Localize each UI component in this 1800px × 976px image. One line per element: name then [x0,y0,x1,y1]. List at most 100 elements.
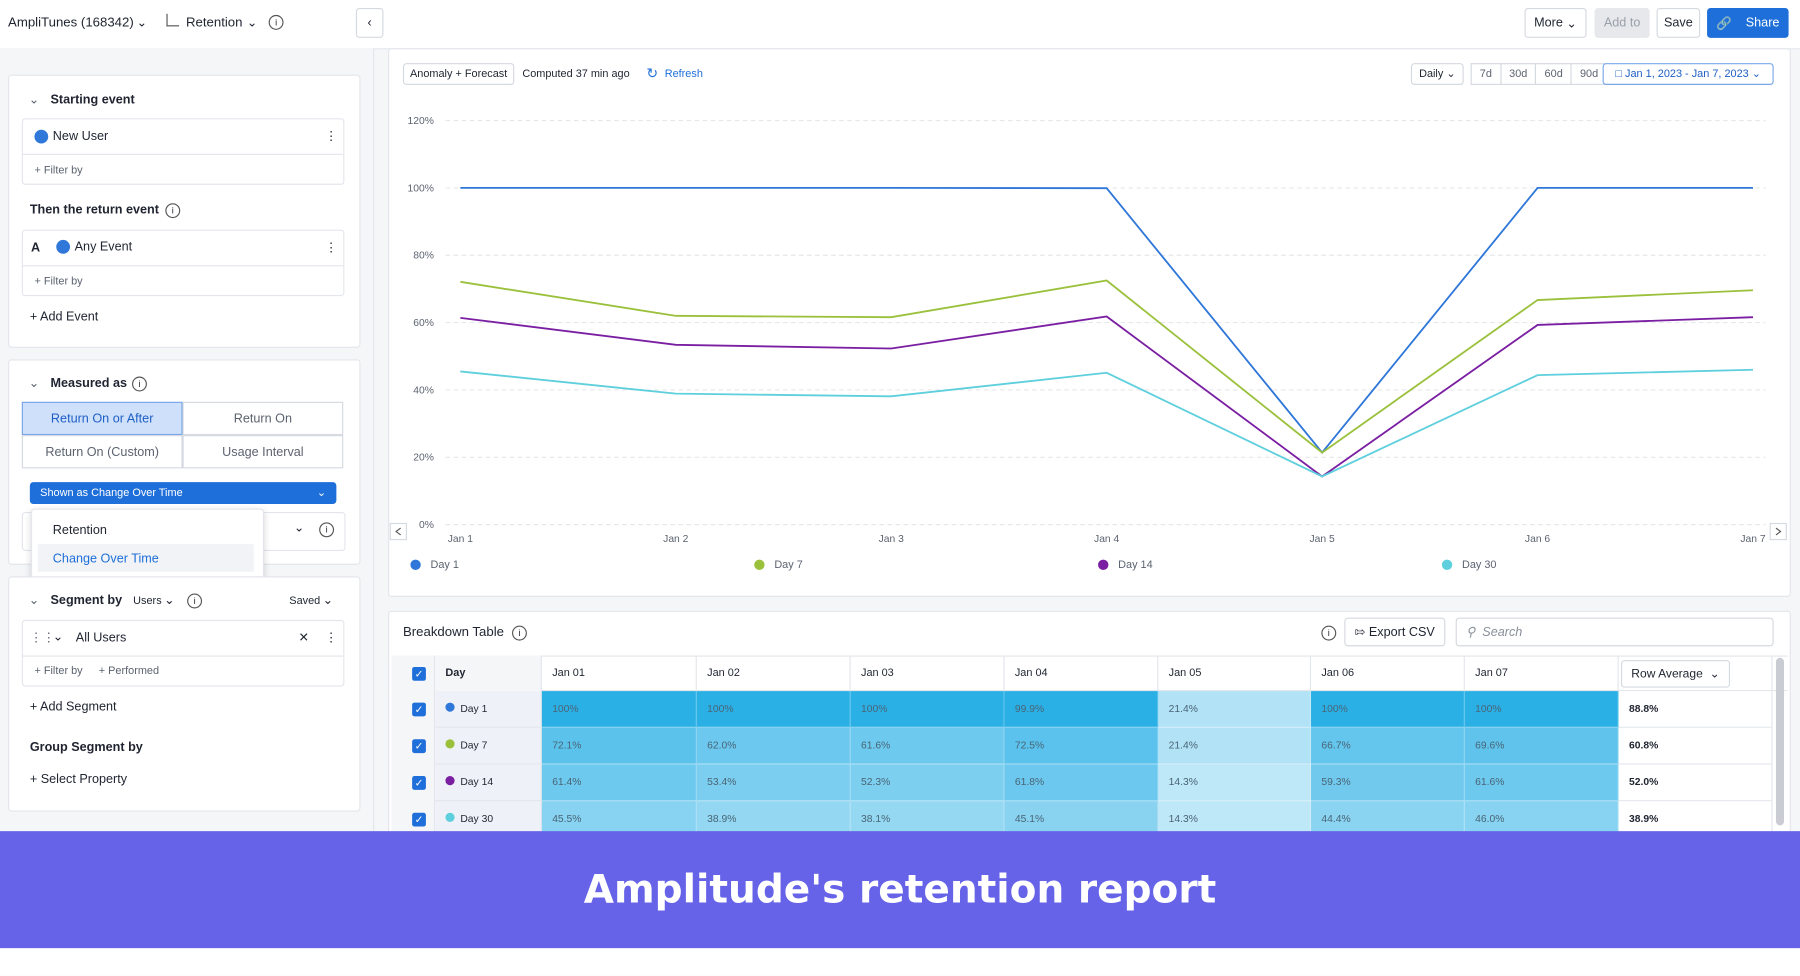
legend-swatch [754,559,765,570]
cell-value: 72.5% [1014,739,1045,751]
checkbox[interactable]: ✓ [412,812,426,827]
remove-icon[interactable]: ✕ [298,631,310,646]
range-button[interactable]: 30d [1499,63,1537,85]
option[interactable]: Return On [182,401,344,436]
row-label: Day 1 [460,702,488,715]
table-cell: 100% [1311,691,1465,728]
date-range[interactable]: □ Jan 1, 2023 - Jan 7, 2023 ⌄ [1602,63,1774,85]
chart-type[interactable]: Retention [185,16,243,30]
button-label: Jan 1, 2023 - Jan 7, 2023 [1625,67,1749,81]
cell-value: 45.1% [1014,812,1045,825]
share-button[interactable]: 🔗 Share [1707,8,1789,38]
filter-link[interactable]: + Filter by [34,164,83,177]
add-event[interactable]: + Add Event [29,309,99,324]
kebab[interactable]: ⋮ [324,631,338,646]
series-line [460,368,1754,478]
header-label[interactable]: Jan 03 [861,666,894,680]
header-label[interactable]: Jan 04 [1014,666,1048,680]
legend-label[interactable]: Day 7 [774,559,802,571]
add-to-button[interactable]: Add to [1594,8,1650,38]
checkbox[interactable]: ✓ [412,739,426,754]
chevron: ⌄ [28,376,40,391]
kebab[interactable]: ⋮ [324,129,338,144]
table-cell: 99.9% [1004,691,1159,728]
range-button[interactable]: 60d [1535,63,1572,85]
chevron: ⌄ [136,16,148,30]
menu-item[interactable]: Retention [52,523,107,538]
header-label[interactable]: Jan 05 [1168,666,1202,680]
segment-users[interactable]: Users [133,594,162,608]
legend-label[interactable]: Day 30 [1462,559,1497,571]
table-title: Breakdown Table [402,625,504,640]
button-label: Daily [1419,67,1444,81]
option[interactable]: Usage Interval [182,435,344,469]
legend-swatch [1441,559,1453,570]
header-label[interactable]: Jan 07 [1475,666,1508,680]
checkbox[interactable]: ✓ [412,666,426,681]
more-button[interactable]: More ⌄ [1524,8,1587,38]
header-label[interactable]: Jan 06 [1321,666,1355,680]
scroll-left[interactable] [389,522,407,541]
filter-link[interactable]: + Filter by [34,275,83,289]
anomaly-button[interactable]: Anomaly + Forecast [402,63,515,85]
event-box [21,229,345,297]
table-cell: 61.8% [1004,764,1159,802]
option[interactable]: Return On (Custom) [21,435,183,469]
performed-link[interactable]: + Performed [98,664,160,678]
drag-handle[interactable]: ⋮⋮ [29,631,56,646]
scroll-right[interactable] [1769,522,1787,541]
legend-label[interactable]: Day 1 [431,559,459,571]
chevron: ⌄ [52,630,64,645]
event-name[interactable]: New User [52,129,109,144]
row-average-select[interactable]: Row Average ⌄ [1620,660,1731,688]
chevron: ⌄ [164,593,175,608]
menu-item[interactable]: Change Over Time [52,552,159,566]
header-cell [435,655,542,692]
kebab[interactable]: ⋮ [324,241,338,255]
header-label[interactable]: Jan 02 [707,666,740,680]
interval-select[interactable]: Daily ⌄ [1410,63,1464,85]
chevron: ⌄ [1709,666,1720,681]
checkbox[interactable]: ✓ [412,702,426,717]
project-name[interactable]: AmpliTunes (168342) [8,16,134,30]
event-name[interactable]: Any Event [74,239,133,254]
cell-value: 59.3% [1321,776,1351,788]
table-cell: Day 14 [435,764,542,802]
menu-highlight [37,544,254,572]
legend-label[interactable]: Day 14 [1118,559,1153,571]
chevron: ⌄ [293,521,305,535]
cell-value: 38.9% [707,812,737,825]
saved-menu[interactable]: Saved [289,594,321,608]
button-label: More [1534,16,1563,30]
scrollbar[interactable] [1775,657,1784,826]
row-label: Day 30 [460,812,494,825]
option[interactable]: Return On or After [21,401,183,436]
table-cell: Day 7 [435,727,542,765]
link-icon: 🔗 [1716,16,1732,31]
range-button[interactable]: 7d [1470,63,1502,85]
cell-value: 62.0% [707,739,737,751]
select-property[interactable]: + Select Property [29,772,128,787]
header-label[interactable]: Jan 01 [552,666,585,680]
filter-link[interactable]: + Filter by [34,664,83,678]
table-cell: 62.0% [696,727,851,765]
checkbox[interactable]: ✓ [412,776,426,790]
table-cell: 88.8% [1618,691,1773,728]
section-title: Measured as [50,376,128,391]
row-label: Day 7 [460,739,488,751]
add-segment[interactable]: + Add Segment [29,700,117,715]
arrow [395,527,401,536]
segment-name[interactable]: All Users [75,631,127,646]
cell-value: 72.1% [552,739,582,751]
series-line [460,279,1754,454]
save-button[interactable]: Save [1656,8,1701,38]
info-icon: i [165,203,181,219]
collapse-button[interactable]: ‹ [355,8,384,38]
export-button[interactable]: ⇰ Export CSV [1344,617,1446,647]
shown-as-select[interactable]: Shown as Change Over Time ⌄ [29,482,337,504]
refresh-link[interactable]: Refresh [664,67,703,81]
table-cell: 52.3% [850,764,1005,802]
search-input[interactable]: ⚲ Search [1455,617,1774,647]
header-row [391,655,1788,692]
header-label[interactable]: Day [445,666,466,680]
